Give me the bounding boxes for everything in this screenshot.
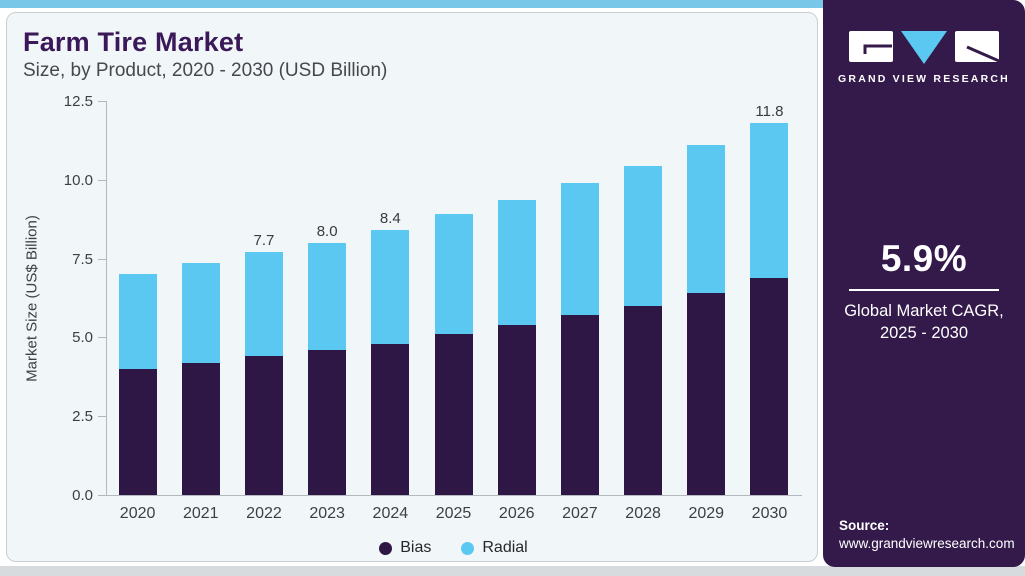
source-label: Source:: [839, 518, 890, 533]
x-tick-label: 2025: [435, 505, 472, 522]
source-block: Source: www.grandviewresearch.com: [839, 518, 1015, 551]
legend-item-radial: Radial: [461, 539, 528, 557]
radial-segment: [497, 200, 536, 325]
x-tick-label: 2026: [498, 505, 535, 522]
cagr-label-line2: 2025 - 2030: [879, 324, 969, 343]
y-tick-label: 5.0: [72, 329, 93, 347]
x-tick-label: 2028: [625, 505, 661, 522]
chart-subtitle: Size, by Product, 2020 - 2030 (USD Billi…: [23, 60, 388, 81]
y-tick-mark: [98, 416, 106, 418]
bar-2030: 11.8: [738, 101, 801, 495]
y-tick-label: 7.5: [72, 250, 93, 268]
x-tick-label: 2027: [562, 505, 598, 522]
bar-2029: [675, 101, 738, 495]
legend-label: Radial: [482, 539, 528, 556]
bar-2027: [548, 101, 611, 495]
y-tick-label: 0.0: [72, 487, 93, 504]
bar-total-label: 8.4: [379, 210, 401, 228]
bar-2028: [612, 101, 675, 495]
bar-total-label: 7.7: [253, 232, 275, 250]
bar-total-label: 8.0: [316, 222, 338, 240]
y-tick-label: 12.5: [63, 93, 93, 110]
bar-2024: 8.4: [359, 101, 422, 495]
y-tick-mark: [98, 495, 106, 496]
radial-segment: [434, 214, 473, 335]
bottom-edge-strip: [0, 566, 1025, 576]
bars-area: 7.7 8.0 8.4 11.8: [106, 101, 801, 495]
radial-segment: [308, 242, 347, 351]
brand-logo-block: GRAND VIEW RESEARCH: [823, 28, 1025, 85]
y-tick-mark: [98, 101, 106, 102]
bias-segment: [371, 343, 410, 495]
x-tick-label: 2022: [246, 505, 282, 522]
cagr-block: 5.9% Global Market CAGR, 2025 - 2030: [823, 238, 1025, 345]
radial-segment: [750, 123, 789, 278]
bias-segment: [308, 350, 347, 495]
bar-2022: 7.7: [232, 101, 295, 495]
chart-card: Farm Tire Market Size, by Product, 2020 …: [6, 12, 818, 562]
radial-segment: [181, 263, 220, 363]
bar-2020: [106, 101, 169, 495]
bias-segment: [118, 368, 157, 495]
bias-segment: [181, 362, 220, 495]
radial-segment: [371, 230, 410, 344]
y-axis-title: Market Size (US$ Billion): [23, 215, 41, 382]
bias-segment: [560, 315, 599, 495]
x-tick-label: 2020: [119, 505, 156, 522]
x-axis-labels: 2020 2021 2022 2023 2024 2025 2026 2027 2028 2029…: [106, 505, 801, 523]
x-tick-label: 2030: [751, 505, 788, 522]
bar-2025: [422, 101, 485, 495]
gvr-logo-icon: [849, 31, 1000, 64]
bias-segment: [687, 293, 726, 495]
bar-total-label: 11.8: [755, 103, 784, 121]
y-tick-label: 10.0: [63, 171, 93, 189]
legend-label: Bias: [400, 539, 432, 556]
x-tick-label: 2023: [309, 505, 345, 522]
legend-dot-icon: [379, 541, 393, 555]
cagr-divider: [849, 289, 999, 291]
chart-legend: Bias Radial: [106, 539, 801, 557]
x-axis-line: [98, 495, 802, 496]
radial-segment: [624, 165, 663, 306]
x-tick-label: 2021: [182, 505, 219, 522]
bar-2026: [485, 101, 548, 495]
chart-title: Farm Tire Market: [23, 27, 244, 57]
brand-name: GRAND VIEW RESEARCH: [838, 73, 1010, 85]
bias-segment: [624, 305, 663, 495]
radial-segment: [244, 252, 283, 357]
y-tick-mark: [98, 179, 106, 181]
bias-segment: [244, 356, 283, 495]
cagr-value: 5.9%: [880, 238, 968, 279]
legend-dot-icon: [461, 541, 475, 555]
bar-2023: 8.0: [296, 101, 359, 495]
y-axis-line: [106, 101, 107, 495]
brand-sidebar: GRAND VIEW RESEARCH 5.9% Global Market C…: [823, 0, 1025, 567]
y-tick-mark: [98, 337, 106, 339]
legend-item-bias: Bias: [379, 539, 431, 557]
x-tick-label: 2029: [688, 505, 725, 522]
bar-2021: [169, 101, 232, 495]
cagr-label-line1: Global Market CAGR,: [844, 302, 1004, 320]
radial-segment: [560, 182, 599, 316]
radial-segment: [687, 145, 726, 294]
y-tick-label: 2.5: [72, 408, 93, 426]
bias-segment: [750, 277, 789, 495]
source-url: www.grandviewresearch.com: [839, 536, 1015, 551]
bias-segment: [434, 334, 473, 495]
x-tick-label: 2024: [372, 505, 409, 522]
radial-segment: [118, 274, 157, 369]
y-tick-mark: [98, 258, 106, 260]
top-accent-strip: [0, 0, 823, 8]
bias-segment: [497, 324, 536, 495]
